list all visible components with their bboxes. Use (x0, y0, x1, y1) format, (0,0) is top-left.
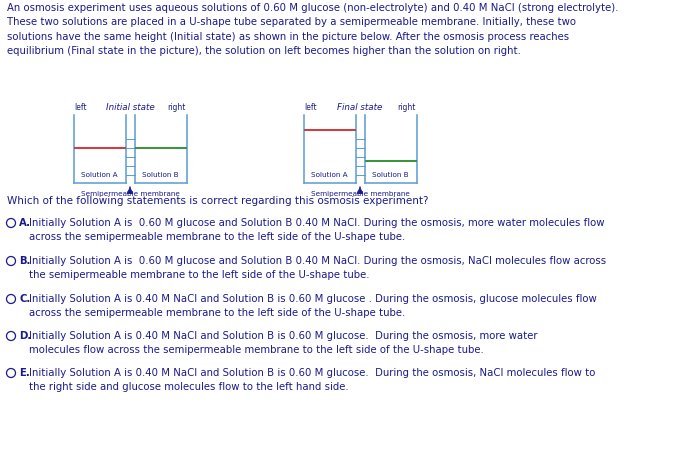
Text: Initially Solution A is 0.40 M NaCl and Solution B is 0.60 M glucose.  During th: Initially Solution A is 0.40 M NaCl and … (29, 331, 538, 355)
Text: right: right (397, 103, 416, 112)
Text: Solution A: Solution A (311, 172, 348, 178)
Text: left: left (75, 103, 87, 112)
Text: A.: A. (19, 218, 31, 228)
Text: Initially Solution A is  0.60 M glucose and Solution B 0.40 M NaCl. During the o: Initially Solution A is 0.60 M glucose a… (29, 256, 606, 280)
Text: Initially Solution A is 0.40 M NaCl and Solution B is 0.60 M glucose . During th: Initially Solution A is 0.40 M NaCl and … (29, 294, 597, 318)
Text: right: right (167, 103, 186, 112)
Text: E.: E. (19, 368, 30, 378)
Text: Solution A: Solution A (81, 172, 118, 178)
Text: B.: B. (19, 256, 30, 266)
Text: Solution B: Solution B (372, 172, 409, 178)
Text: left: left (304, 103, 317, 112)
Text: Initially Solution A is 0.40 M NaCl and Solution B is 0.60 M glucose.  During th: Initially Solution A is 0.40 M NaCl and … (29, 368, 595, 392)
Text: C.: C. (19, 294, 30, 304)
Text: Semipermeable membrane: Semipermeable membrane (80, 191, 179, 197)
Text: Semipermeable membrane: Semipermeable membrane (310, 191, 410, 197)
Text: An osmosis experiment uses aqueous solutions of 0.60 M glucose (non-electrolyte): An osmosis experiment uses aqueous solut… (7, 3, 618, 56)
Text: Initial state: Initial state (105, 103, 155, 112)
Text: Solution B: Solution B (142, 172, 179, 178)
Text: D.: D. (19, 331, 31, 341)
Text: Which of the following statements is correct regarding this osmosis experiment?: Which of the following statements is cor… (7, 196, 428, 206)
Text: Final state: Final state (337, 103, 383, 112)
Text: Initially Solution A is  0.60 M glucose and Solution B 0.40 M NaCl. During the o: Initially Solution A is 0.60 M glucose a… (29, 218, 604, 242)
